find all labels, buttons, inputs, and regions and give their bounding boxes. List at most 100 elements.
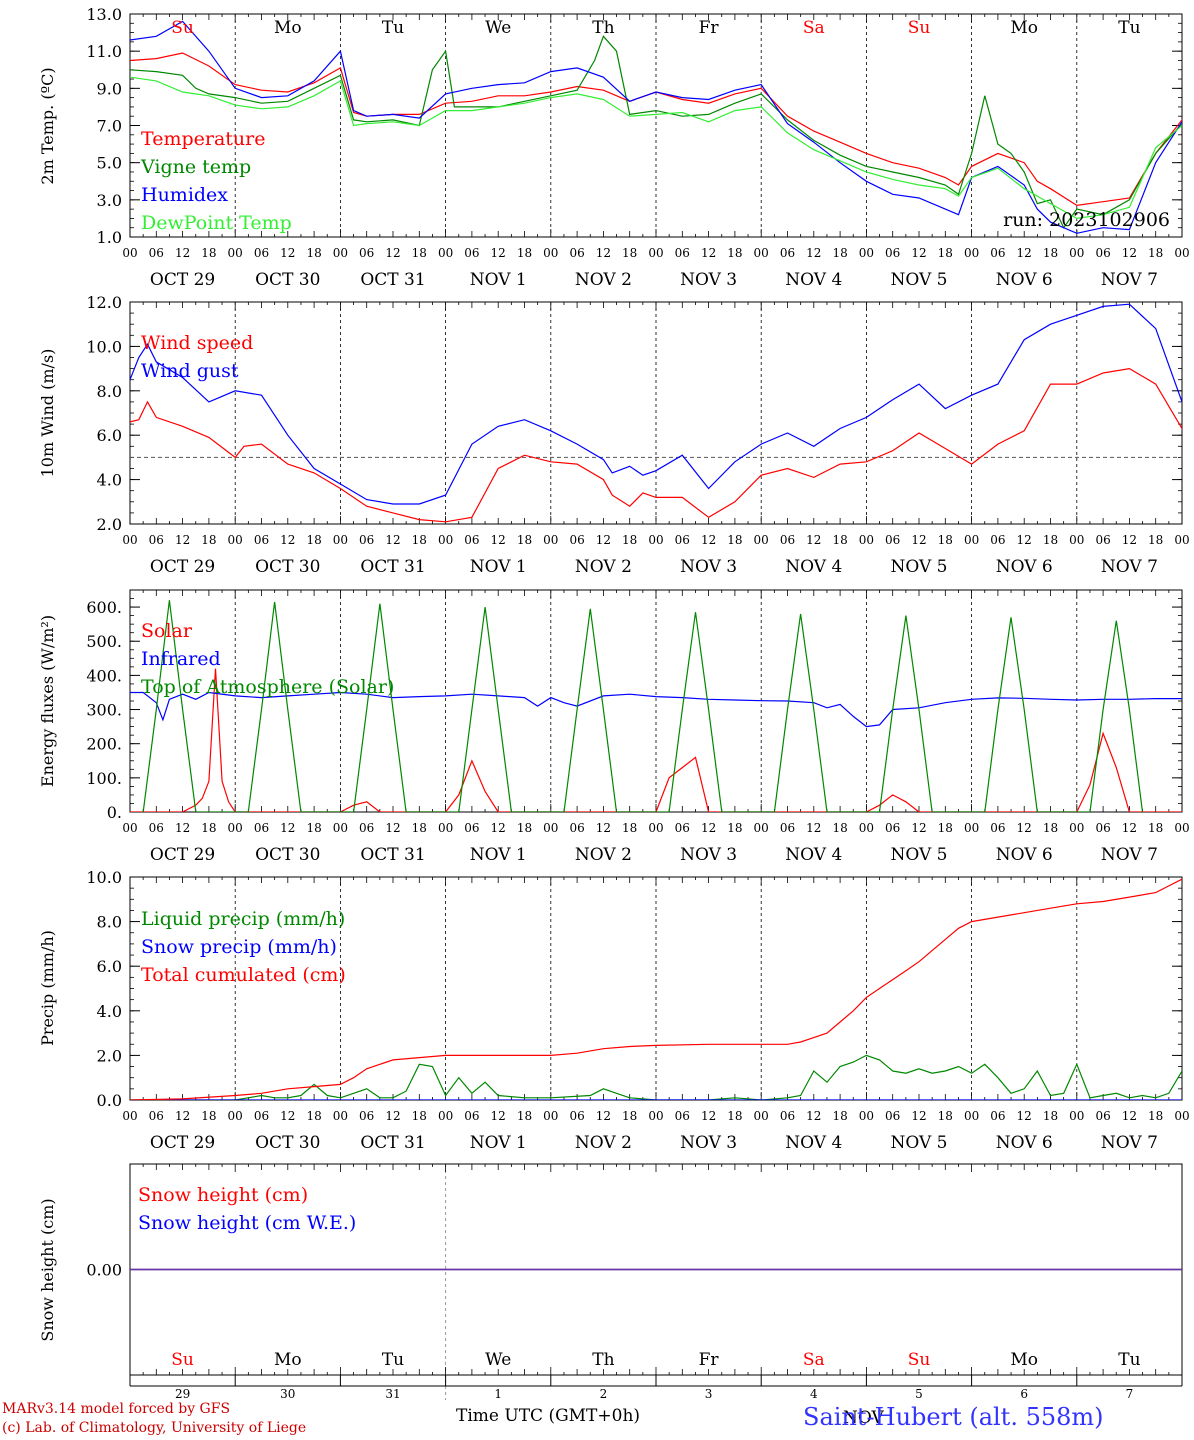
weekday-label-top: Fr — [699, 18, 720, 38]
y-tick-label: 2.0 — [97, 515, 122, 534]
hour-tick-label: 06 — [464, 246, 479, 260]
hour-tick-label: 12 — [280, 1109, 295, 1123]
hour-tick-label: 18 — [938, 533, 953, 547]
hour-tick-label: 00 — [1069, 1109, 1084, 1123]
time-axis-label: Time UTC (GMT+0h) — [456, 1406, 641, 1426]
station-label: Saint-Hubert (alt. 558m) — [803, 1403, 1104, 1431]
hour-tick-label: 18 — [1043, 821, 1058, 835]
hour-tick-label: 06 — [1095, 821, 1110, 835]
hour-tick-label: 18 — [517, 821, 532, 835]
hour-tick-label: 00 — [648, 821, 663, 835]
hour-tick-label: 12 — [175, 821, 190, 835]
y-tick-label: 11.0 — [86, 42, 122, 61]
hour-tick-label: 00 — [754, 246, 769, 260]
y-tick-label: 4.0 — [97, 1002, 122, 1021]
legend-entry: Vigne temp — [140, 156, 251, 178]
hour-tick-label: 06 — [780, 533, 795, 547]
hour-tick-label: 12 — [701, 533, 716, 547]
hour-tick-label: 18 — [1043, 246, 1058, 260]
series-line — [142, 600, 1144, 812]
hour-tick-label: 12 — [1122, 533, 1137, 547]
hour-tick-label: 00 — [648, 533, 663, 547]
hour-tick-label: 06 — [569, 821, 584, 835]
y-tick-label: 9.0 — [97, 79, 122, 98]
y-axis-label: Energy fluxes (W/m²) — [38, 615, 57, 787]
date-label: OCT 31 — [360, 270, 425, 290]
weekday-label-bottom: Th — [592, 1350, 614, 1370]
series-line — [130, 35, 1182, 229]
weekday-label-top: Mo — [1010, 18, 1038, 38]
date-label: NOV 3 — [680, 1133, 737, 1153]
hour-tick-label: 18 — [412, 821, 427, 835]
y-tick-label: 7.0 — [97, 117, 122, 136]
weekday-label-top: Su — [908, 18, 931, 38]
hour-tick-label: 06 — [990, 821, 1005, 835]
hour-tick-label: 06 — [675, 533, 690, 547]
date-label: NOV 2 — [575, 270, 632, 290]
hour-tick-label: 12 — [1017, 821, 1032, 835]
weekday-label-top: Tu — [1118, 18, 1140, 38]
hour-tick-label: 06 — [149, 533, 164, 547]
hour-tick-label: 18 — [412, 1109, 427, 1123]
hour-tick-label: 12 — [806, 533, 821, 547]
hour-tick-label: 18 — [622, 1109, 637, 1123]
hour-tick-label: 12 — [385, 533, 400, 547]
hour-tick-label: 18 — [938, 246, 953, 260]
y-tick-label: 6.0 — [97, 957, 122, 976]
hour-tick-label: 12 — [385, 1109, 400, 1123]
hour-tick-label: 06 — [464, 821, 479, 835]
hour-tick-label: 12 — [1017, 246, 1032, 260]
hour-tick-label: 18 — [832, 821, 847, 835]
day-number-label: 6 — [1020, 1387, 1028, 1401]
day-number-label: 4 — [810, 1387, 818, 1401]
hour-tick-label: 18 — [201, 533, 216, 547]
hour-tick-label: 00 — [859, 533, 874, 547]
hour-tick-label: 06 — [359, 533, 374, 547]
series-line — [130, 691, 1182, 728]
hour-tick-label: 18 — [832, 1109, 847, 1123]
hour-tick-label: 12 — [491, 246, 506, 260]
hour-tick-label: 06 — [359, 821, 374, 835]
hour-tick-label: 06 — [254, 821, 269, 835]
date-label: NOV 7 — [1101, 1133, 1158, 1153]
hour-tick-label: 12 — [280, 246, 295, 260]
hour-tick-label: 12 — [911, 821, 926, 835]
hour-tick-label: 00 — [228, 821, 243, 835]
date-label: NOV 3 — [680, 845, 737, 865]
hour-tick-label: 12 — [1017, 533, 1032, 547]
y-axis-label: 10m Wind (m/s) — [38, 349, 57, 478]
date-label: NOV 3 — [680, 557, 737, 577]
hour-tick-label: 12 — [1122, 821, 1137, 835]
hour-tick-label: 18 — [727, 533, 742, 547]
hour-tick-label: 06 — [359, 1109, 374, 1123]
hour-tick-label: 06 — [464, 533, 479, 547]
hour-tick-label: 00 — [859, 246, 874, 260]
weekday-label-top: Su — [171, 18, 194, 38]
day-number-label: 31 — [385, 1387, 400, 1401]
hour-tick-label: 00 — [964, 533, 979, 547]
hour-tick-label: 06 — [1095, 1109, 1110, 1123]
day-number-label: 1 — [494, 1387, 502, 1401]
hour-tick-label: 12 — [596, 1109, 611, 1123]
date-label: NOV 2 — [575, 557, 632, 577]
date-label: NOV 4 — [785, 845, 842, 865]
weekday-label-bottom: We — [485, 1350, 511, 1370]
hour-tick-label: 00 — [859, 1109, 874, 1123]
y-tick-label: 300. — [86, 701, 122, 720]
date-label: NOV 5 — [890, 1133, 947, 1153]
hour-tick-label: 12 — [491, 1109, 506, 1123]
legend-entry: Infrared — [141, 648, 221, 670]
hour-tick-label: 06 — [569, 246, 584, 260]
weekday-label-bottom: Mo — [1010, 1350, 1038, 1370]
hour-tick-label: 06 — [675, 246, 690, 260]
hour-tick-label: 12 — [175, 1109, 190, 1123]
panel-2: 2.0 4.0 6.0 8.0 10.0 12.0 10m Wind (m/s) 00 06 12… — [38, 293, 1190, 577]
series-line — [130, 367, 1182, 523]
date-label: NOV 6 — [996, 845, 1053, 865]
date-label: OCT 30 — [255, 270, 320, 290]
date-label: OCT 30 — [255, 557, 320, 577]
date-label: NOV 2 — [575, 1133, 632, 1153]
hour-tick-label: 06 — [885, 821, 900, 835]
hour-tick-label: 00 — [228, 1109, 243, 1123]
hour-tick-label: 00 — [122, 821, 137, 835]
